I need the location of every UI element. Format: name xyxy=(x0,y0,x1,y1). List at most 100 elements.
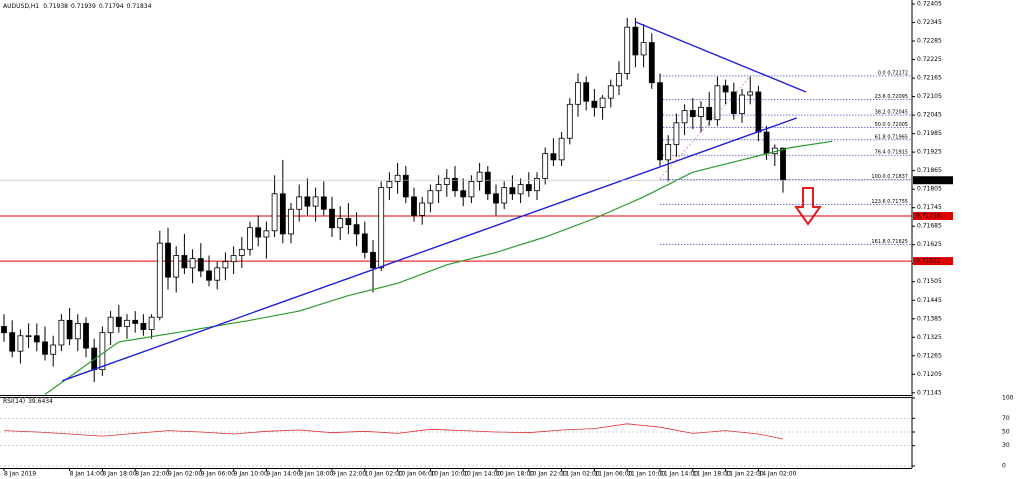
candle-body xyxy=(616,73,622,87)
candle-body xyxy=(419,202,426,216)
chart-header: AUDUSD,H1 0.71938 0.71939 0.71794 0.71834 xyxy=(3,3,152,10)
x-tick-label: 11 Jan 18:00 xyxy=(693,471,731,478)
header-high: 0.71939 xyxy=(71,3,96,10)
y-tick-label: 0.71805 xyxy=(917,186,942,193)
rsi-tick-label: 100 xyxy=(1002,395,1014,402)
candle-body xyxy=(353,224,360,235)
x-tick-label: 8 Jan 14:00 xyxy=(70,471,104,478)
candle-body xyxy=(386,181,393,189)
candle-body xyxy=(599,97,606,108)
candle-body xyxy=(468,181,475,198)
candle-body xyxy=(288,208,294,235)
candle-body xyxy=(337,218,344,229)
candle-body xyxy=(443,177,450,185)
candle-body xyxy=(238,248,245,256)
y-tick-label: 0.71745 xyxy=(917,204,942,211)
candle-body xyxy=(271,193,278,232)
x-tick-label: 10 Jan 02:00 xyxy=(365,471,403,478)
candle-body xyxy=(58,319,65,346)
candle-body xyxy=(320,196,327,210)
candle-body xyxy=(378,187,385,269)
y-tick-label: 0.71205 xyxy=(917,371,942,378)
candle-body xyxy=(25,335,32,337)
y-tick-label: 0.72405 xyxy=(917,1,942,8)
y-tick-label: 0.72345 xyxy=(917,19,942,26)
rsi-line xyxy=(3,423,784,440)
candle-body xyxy=(165,242,171,278)
y-tick-label: 0.72225 xyxy=(917,56,942,63)
candle-body xyxy=(361,233,368,253)
candle-body xyxy=(648,42,655,84)
rsi-tick-label: 0 xyxy=(1002,463,1006,470)
x-tick-label: 9 Jan 14:00 xyxy=(266,471,300,478)
candle-body xyxy=(493,193,499,204)
candle-body xyxy=(312,196,319,207)
candle-body xyxy=(345,218,352,226)
candle-body xyxy=(566,103,573,139)
candle-body xyxy=(148,316,155,330)
candle-body xyxy=(427,190,434,204)
rsi-header: RSI(14) 39.6434 xyxy=(3,398,53,405)
y-tick-label: 0.71445 xyxy=(917,297,942,304)
candle-body xyxy=(9,332,16,352)
candle-body xyxy=(525,184,532,192)
candle-body xyxy=(17,335,24,352)
x-tick-label: 14 Jan 02:00 xyxy=(758,471,796,478)
candle-body xyxy=(763,131,770,155)
candle-body xyxy=(99,332,106,371)
level-label-box xyxy=(913,257,953,266)
candle-body xyxy=(747,91,754,96)
candle-body xyxy=(255,227,262,238)
candle-body xyxy=(132,319,139,324)
x-tick-label: 8 Jan 18:00 xyxy=(102,471,136,478)
fib-label: 23.6 0.72095 xyxy=(875,94,908,100)
candle-body xyxy=(279,193,286,235)
rsi-current: 39.6434 xyxy=(28,398,53,405)
candle-body xyxy=(197,258,204,272)
candle-body xyxy=(509,187,516,195)
header-close: 0.71834 xyxy=(127,3,152,10)
symbol: AUDUSD,H1 xyxy=(3,3,39,10)
fib-label: 100.0 0.71837 xyxy=(871,174,908,180)
candle-body xyxy=(33,335,40,343)
candle-body xyxy=(329,208,335,229)
candle-body xyxy=(230,255,237,263)
trendline xyxy=(61,117,798,382)
candle-body xyxy=(689,110,696,118)
candle-body xyxy=(583,82,590,102)
candle-body xyxy=(214,267,221,281)
x-tick-label: 11 Jan 14:00 xyxy=(660,471,698,478)
candle-body xyxy=(607,85,614,99)
candle-body xyxy=(107,316,114,334)
rsi-tick-label: 50 xyxy=(1002,429,1010,436)
down-arrow xyxy=(794,187,822,226)
y-tick-label: 0.71145 xyxy=(917,389,942,396)
candle-body xyxy=(411,196,417,216)
x-tick-label: 11 Jan 02:00 xyxy=(562,471,600,478)
candle-body xyxy=(74,323,81,340)
candle-body xyxy=(83,323,89,349)
x-tick-label: 9 Jan 06:00 xyxy=(201,471,235,478)
candle-body xyxy=(558,137,565,161)
candle-body xyxy=(517,184,524,195)
candle-body xyxy=(755,91,762,133)
x-tick-label: 10 Jan 14:00 xyxy=(463,471,501,478)
rsi-tick-label: 30 xyxy=(1002,442,1010,449)
candle-body xyxy=(706,106,713,121)
y-tick-label: 0.71925 xyxy=(917,149,942,156)
candle-body xyxy=(640,42,647,56)
candle-body xyxy=(624,26,631,74)
candle-body xyxy=(66,319,73,340)
candle-body xyxy=(484,171,491,195)
candle-body xyxy=(394,174,401,182)
candle-body xyxy=(550,153,557,161)
fib-label: 38.2 0.72045 xyxy=(875,110,908,116)
x-tick-label: 9 Jan 02:00 xyxy=(168,471,202,478)
current-price-box xyxy=(913,176,953,185)
candle-body xyxy=(189,258,196,269)
candle-body xyxy=(206,270,212,281)
candle-body xyxy=(304,196,311,207)
trendline xyxy=(635,21,807,93)
fib-label: 61.8 0.71965 xyxy=(875,134,908,140)
x-tick-label: 8 Jan 22:00 xyxy=(135,471,169,478)
